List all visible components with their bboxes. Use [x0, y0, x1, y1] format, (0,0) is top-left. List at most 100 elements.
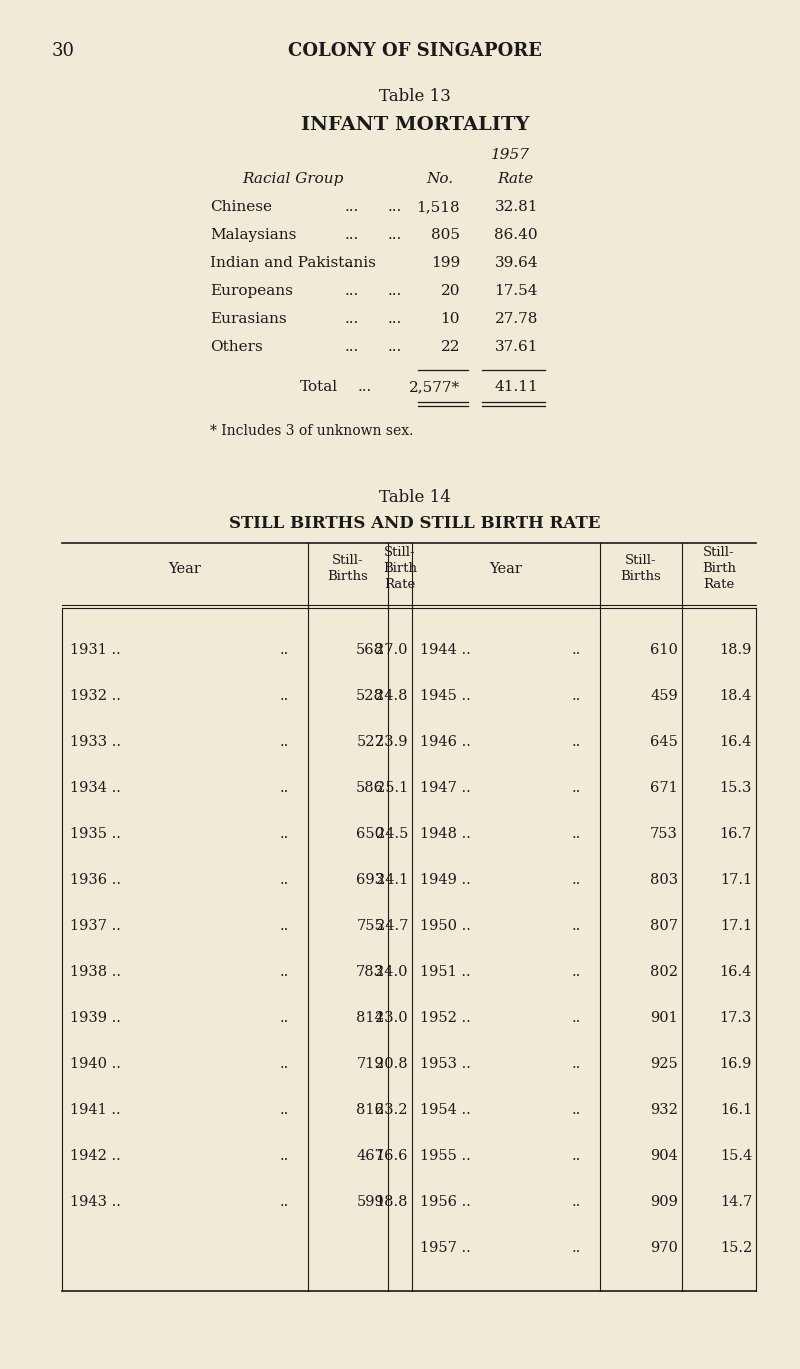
- Text: Total: Total: [300, 381, 338, 394]
- Text: ...: ...: [345, 312, 359, 326]
- Text: ..: ..: [572, 965, 582, 979]
- Text: * Includes 3 of unknown sex.: * Includes 3 of unknown sex.: [210, 424, 414, 438]
- Text: 925: 925: [650, 1057, 678, 1071]
- Text: 1955 ..: 1955 ..: [420, 1149, 470, 1164]
- Text: 24.5: 24.5: [376, 827, 408, 841]
- Text: 199: 199: [430, 256, 460, 270]
- Text: 27.0: 27.0: [375, 643, 408, 657]
- Text: ..: ..: [572, 780, 582, 795]
- Text: 24.0: 24.0: [375, 965, 408, 979]
- Text: 755: 755: [356, 919, 384, 934]
- Text: Still-
Birth
Rate: Still- Birth Rate: [702, 546, 736, 591]
- Text: ..: ..: [572, 827, 582, 841]
- Text: 1,518: 1,518: [416, 200, 460, 214]
- Text: 1934 ..: 1934 ..: [70, 780, 121, 795]
- Text: 18.8: 18.8: [375, 1195, 408, 1209]
- Text: ..: ..: [572, 1103, 582, 1117]
- Text: 807: 807: [650, 919, 678, 934]
- Text: 16.1: 16.1: [720, 1103, 752, 1117]
- Text: COLONY OF SINGAPORE: COLONY OF SINGAPORE: [288, 42, 542, 60]
- Text: 27.78: 27.78: [494, 312, 538, 326]
- Text: Indian and Pakistanis: Indian and Pakistanis: [210, 256, 376, 270]
- Text: 527: 527: [356, 735, 384, 749]
- Text: 1946 ..: 1946 ..: [420, 735, 471, 749]
- Text: 30: 30: [52, 42, 75, 60]
- Text: 1931 ..: 1931 ..: [70, 643, 121, 657]
- Text: 753: 753: [650, 827, 678, 841]
- Text: ..: ..: [280, 1057, 290, 1071]
- Text: 17.1: 17.1: [720, 919, 752, 934]
- Text: 20.8: 20.8: [375, 1057, 408, 1071]
- Text: Still-
Births: Still- Births: [621, 554, 662, 583]
- Text: ..: ..: [572, 1057, 582, 1071]
- Text: 1933 ..: 1933 ..: [70, 735, 121, 749]
- Text: ..: ..: [572, 1195, 582, 1209]
- Text: ...: ...: [388, 229, 402, 242]
- Text: ...: ...: [388, 312, 402, 326]
- Text: Racial Group: Racial Group: [242, 172, 343, 186]
- Text: 10: 10: [441, 312, 460, 326]
- Text: 23.2: 23.2: [375, 1103, 408, 1117]
- Text: 1942 ..: 1942 ..: [70, 1149, 121, 1164]
- Text: 32.81: 32.81: [494, 200, 538, 214]
- Text: 39.64: 39.64: [494, 256, 538, 270]
- Text: 645: 645: [650, 735, 678, 749]
- Text: 1939 ..: 1939 ..: [70, 1010, 121, 1025]
- Text: 1957: 1957: [490, 148, 530, 162]
- Text: ...: ...: [345, 229, 359, 242]
- Text: Table 14: Table 14: [379, 489, 451, 507]
- Text: 20: 20: [441, 283, 460, 298]
- Text: 802: 802: [650, 965, 678, 979]
- Text: ..: ..: [280, 1195, 290, 1209]
- Text: Table 13: Table 13: [379, 88, 451, 105]
- Text: 16.4: 16.4: [720, 735, 752, 749]
- Text: 1938 ..: 1938 ..: [70, 965, 121, 979]
- Text: 599: 599: [356, 1195, 384, 1209]
- Text: ..: ..: [572, 689, 582, 704]
- Text: 1951 ..: 1951 ..: [420, 965, 470, 979]
- Text: 1936 ..: 1936 ..: [70, 873, 121, 887]
- Text: 17.54: 17.54: [494, 283, 538, 298]
- Text: ..: ..: [280, 827, 290, 841]
- Text: 18.4: 18.4: [720, 689, 752, 704]
- Text: Rate: Rate: [497, 172, 533, 186]
- Text: ...: ...: [345, 340, 359, 355]
- Text: 1953 ..: 1953 ..: [420, 1057, 471, 1071]
- Text: 805: 805: [431, 229, 460, 242]
- Text: 719: 719: [356, 1057, 384, 1071]
- Text: Malaysians: Malaysians: [210, 229, 296, 242]
- Text: 693: 693: [356, 873, 384, 887]
- Text: ..: ..: [572, 873, 582, 887]
- Text: ...: ...: [345, 283, 359, 298]
- Text: ..: ..: [572, 1010, 582, 1025]
- Text: 970: 970: [650, 1242, 678, 1255]
- Text: 459: 459: [650, 689, 678, 704]
- Text: 1949 ..: 1949 ..: [420, 873, 470, 887]
- Text: No.: No.: [426, 172, 454, 186]
- Text: 16.9: 16.9: [720, 1057, 752, 1071]
- Text: 1956 ..: 1956 ..: [420, 1195, 471, 1209]
- Text: 1944 ..: 1944 ..: [420, 643, 470, 657]
- Text: 1935 ..: 1935 ..: [70, 827, 121, 841]
- Text: 671: 671: [650, 780, 678, 795]
- Text: 15.2: 15.2: [720, 1242, 752, 1255]
- Text: 18.9: 18.9: [720, 643, 752, 657]
- Text: ..: ..: [572, 643, 582, 657]
- Text: 901: 901: [650, 1010, 678, 1025]
- Text: 909: 909: [650, 1195, 678, 1209]
- Text: ...: ...: [388, 283, 402, 298]
- Text: ..: ..: [280, 689, 290, 704]
- Text: 1947 ..: 1947 ..: [420, 780, 470, 795]
- Text: 932: 932: [650, 1103, 678, 1117]
- Text: 2,577*: 2,577*: [409, 381, 460, 394]
- Text: ..: ..: [280, 873, 290, 887]
- Text: Others: Others: [210, 340, 262, 355]
- Text: ..: ..: [280, 919, 290, 934]
- Text: 1943 ..: 1943 ..: [70, 1195, 121, 1209]
- Text: Eurasians: Eurasians: [210, 312, 286, 326]
- Text: 568: 568: [356, 643, 384, 657]
- Text: 17.1: 17.1: [720, 873, 752, 887]
- Text: 24.7: 24.7: [376, 919, 408, 934]
- Text: 904: 904: [650, 1149, 678, 1164]
- Text: ...: ...: [358, 381, 372, 394]
